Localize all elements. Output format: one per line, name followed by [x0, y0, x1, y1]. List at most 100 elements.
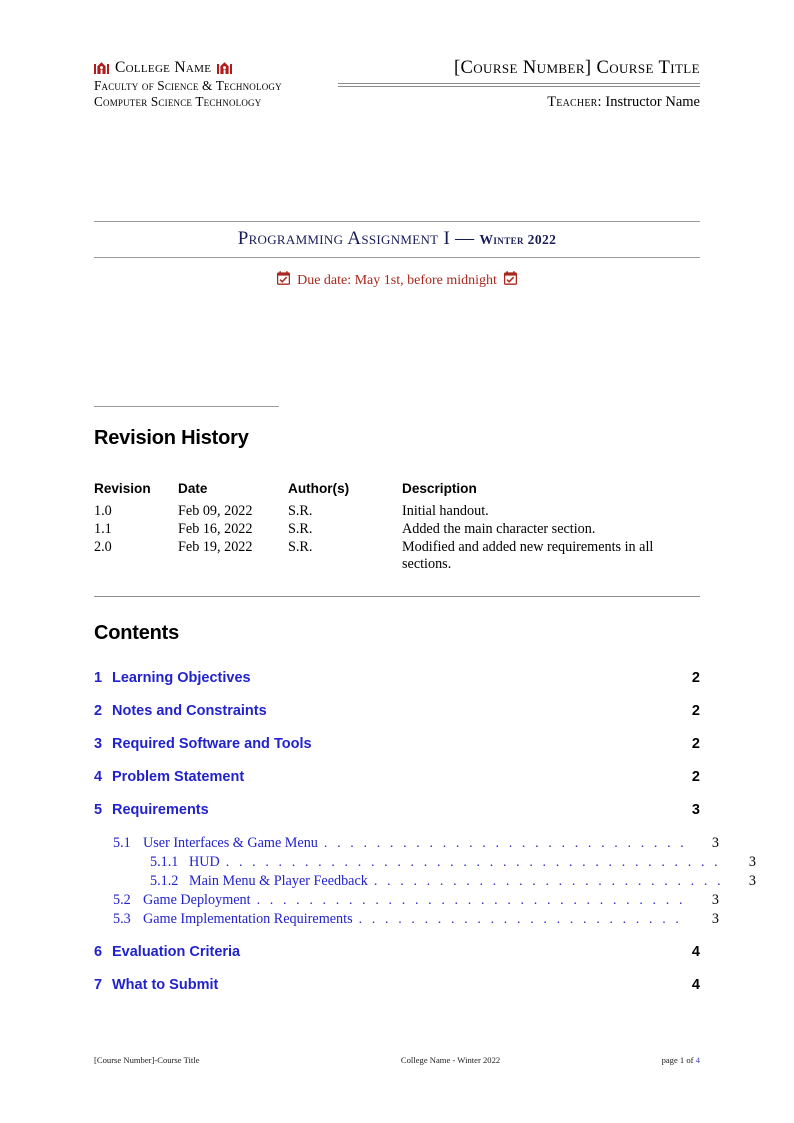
college-name-text: College Name — [115, 59, 212, 76]
toc-page-number: 4 — [691, 977, 700, 993]
calendar-icon-left — [277, 271, 291, 290]
cell-date: Feb 19, 2022 — [178, 539, 253, 555]
teacher-label: Teacher: — [547, 94, 602, 110]
toc-number: 5.2 — [113, 892, 131, 908]
course-number: [Course Number] — [453, 58, 592, 78]
footer-total-pages-link[interactable]: 4 — [695, 1055, 700, 1065]
footer-page-prefix: page 1 of — [661, 1055, 696, 1065]
toc-entry-evaluation-criteria[interactable]: 6 Evaluation Criteria 4 — [94, 944, 700, 977]
header-double-rule — [337, 83, 700, 87]
cell-revision: 1.1 — [94, 521, 112, 537]
toc-entry-hud[interactable]: 5.1.1 HUD . . . . . . . . . . . . . . . … — [94, 854, 756, 873]
toc-page-number: 2 — [691, 769, 700, 785]
dot-leader: . . . . . . . . . . . . . . . . . . . . … — [256, 893, 689, 908]
teacher-line: Teacher: Instructor Name — [338, 91, 700, 111]
revision-section-rule — [94, 406, 279, 407]
cell-date: Feb 09, 2022 — [178, 503, 253, 519]
toc-entry-learning-objectives[interactable]: 1 Learning Objectives 2 — [94, 670, 700, 703]
page-footer: [Course Number]-Course Title College Nam… — [94, 1055, 700, 1065]
college-logo-icon-right — [217, 61, 233, 75]
toc-label: Required Software and Tools — [112, 736, 312, 752]
cell-revision: 1.0 — [94, 503, 112, 519]
contents-heading: Contents — [94, 622, 180, 644]
toc-entry-user-interfaces-game-menu[interactable]: 5.1 User Interfaces & Game Menu . . . . … — [94, 835, 719, 854]
college-logo-icon-left — [94, 61, 109, 75]
toc-number: 1 — [94, 670, 103, 686]
institution-block: College Name Faculty of Science & Techno… — [94, 58, 338, 110]
teacher-name: Instructor Name — [605, 94, 700, 110]
assignment-title: Programming Assignment I — Winter 2022 — [94, 222, 700, 257]
assignment-semester: Winter 2022 — [479, 232, 557, 247]
footer-college-semester: College Name - Winter 2022 — [400, 1055, 501, 1065]
toc-number: 5.1 — [113, 835, 131, 851]
calendar-icon-right — [503, 271, 517, 290]
toc-page-number: 2 — [691, 736, 700, 752]
toc-page-number: 2 — [691, 670, 700, 686]
toc-entry-requirements[interactable]: 5 Requirements 3 — [94, 802, 700, 835]
table-row: 1.1 Feb 16, 2022 S.R. Added the main cha… — [94, 521, 700, 539]
cell-author: S.R. — [288, 539, 313, 555]
toc-entry-notes-and-constraints[interactable]: 2 Notes and Constraints 2 — [94, 703, 700, 736]
toc-page-number: 3 — [711, 835, 719, 851]
toc-label: Problem Statement — [112, 769, 245, 785]
revision-history-heading: Revision History — [94, 427, 249, 449]
toc-entry-what-to-submit[interactable]: 7 What to Submit 4 — [94, 977, 700, 1010]
toc-label: Requirements — [112, 802, 209, 818]
column-header-description: Description — [402, 481, 477, 496]
toc-number: 5.1.2 — [150, 873, 179, 889]
toc-page-number: 4 — [691, 944, 700, 960]
cell-author: S.R. — [288, 521, 313, 537]
cell-description: Added the main character section. — [402, 521, 596, 537]
dot-leader: . . . . . . . . . . . . . . . . . . . . … — [358, 912, 689, 927]
toc-page-number: 3 — [691, 802, 700, 818]
course-block: [Course Number] Course Title Teacher: In… — [337, 58, 700, 111]
toc-number: 5 — [94, 802, 103, 818]
faculty-line: Faculty of Science & Technology — [94, 78, 282, 93]
column-header-author: Author(s) — [288, 481, 350, 496]
toc-page-number: 2 — [691, 703, 700, 719]
cell-date: Feb 16, 2022 — [178, 521, 253, 537]
toc-entry-game-deployment[interactable]: 5.2 Game Deployment . . . . . . . . . . … — [94, 892, 719, 911]
assignment-title-block: Programming Assignment I — Winter 2022 D… — [94, 221, 700, 290]
cell-description: Modified and added new requirements in a… — [402, 539, 654, 572]
toc-entry-main-menu-player-feedback[interactable]: 5.1.2 Main Menu & Player Feedback . . . … — [94, 873, 756, 892]
cell-author: S.R. — [288, 503, 313, 519]
dot-leader: . . . . . . . . . . . . . . . . . . . . … — [373, 874, 726, 889]
toc-entry-required-software-and-tools[interactable]: 3 Required Software and Tools 2 — [94, 736, 700, 769]
toc-page-number: 3 — [748, 854, 756, 870]
table-row: 2.0 Feb 19, 2022 S.R. Modified and added… — [94, 539, 700, 574]
toc-label: What to Submit — [112, 977, 219, 993]
department-line: Computer Science Technology — [94, 94, 262, 109]
college-name-line: College Name — [94, 58, 338, 78]
toc-label: HUD — [189, 854, 220, 870]
toc-label: Learning Objectives — [112, 670, 251, 686]
table-header-row: Revision Date Author(s) Description — [94, 481, 700, 503]
dot-leader: . . . . . . . . . . . . . . . . . . . . … — [323, 836, 689, 851]
toc-page-number: 3 — [748, 873, 756, 889]
toc-number: 5.3 — [113, 911, 131, 927]
title-rule-top — [94, 221, 700, 222]
page-header: College Name Faculty of Science & Techno… — [94, 58, 700, 111]
toc-label: Main Menu & Player Feedback — [189, 873, 368, 889]
table-of-contents: 1 Learning Objectives 2 2 Notes and Cons… — [94, 670, 756, 1010]
toc-label: Notes and Constraints — [112, 703, 267, 719]
toc-label: Evaluation Criteria — [112, 944, 241, 960]
toc-entry-problem-statement[interactable]: 4 Problem Statement 2 — [94, 769, 700, 802]
footer-page-number: page 1 of 4 — [662, 1055, 700, 1065]
footer-course-label: [Course Number]-Course Title — [94, 1055, 200, 1065]
toc-number: 2 — [94, 703, 103, 719]
toc-number: 4 — [94, 769, 103, 785]
table-row: 1.0 Feb 09, 2022 S.R. Initial handout. — [94, 503, 700, 521]
toc-label: User Interfaces & Game Menu — [143, 835, 318, 851]
revision-history-table: Revision Date Author(s) Description 1.0 … — [94, 481, 700, 574]
toc-number: 3 — [94, 736, 103, 752]
toc-number: 5.1.1 — [150, 854, 179, 870]
toc-number: 7 — [94, 977, 103, 993]
toc-entry-game-implementation-requirements[interactable]: 5.3 Game Implementation Requirements . .… — [94, 911, 719, 930]
revision-table-bottom-rule — [94, 596, 700, 597]
course-title: Course Title — [596, 58, 700, 78]
cell-description: Initial handout. — [402, 503, 489, 519]
course-heading: [Course Number] Course Title — [338, 58, 700, 82]
due-date-line: Due date: May 1st, before midnight — [94, 258, 700, 290]
